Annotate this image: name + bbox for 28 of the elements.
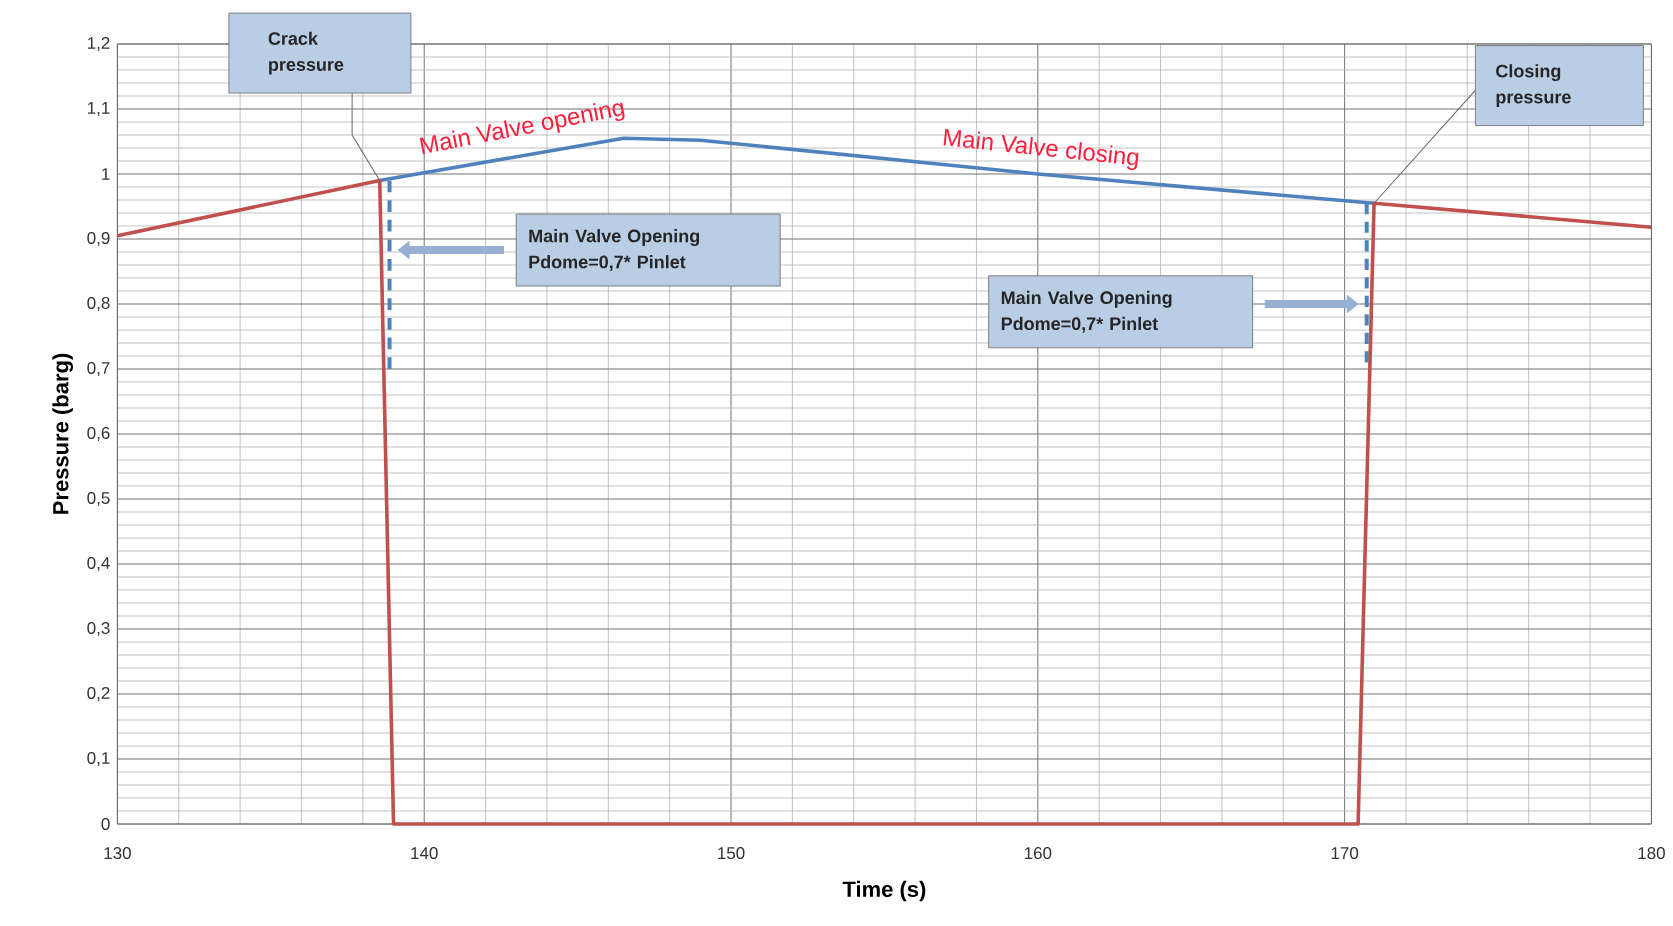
x-tick-label: 180 — [1638, 847, 1665, 860]
y-tick-label: 0,5 — [87, 491, 110, 507]
y-tick-label: 0,2 — [87, 686, 110, 702]
y-tick-label: 0,9 — [87, 231, 110, 247]
y-tick-label: 0,4 — [87, 556, 110, 572]
y-tick-label: 0,7 — [87, 361, 110, 377]
x-tick-label: 170 — [1331, 847, 1359, 860]
x-axis-title: Time (s) — [842, 880, 926, 902]
y-tick-label: 0,1 — [87, 751, 110, 767]
annotation: Crack pressure — [268, 31, 344, 75]
x-tick-label: 140 — [411, 847, 438, 860]
line-series — [115, 178, 1654, 826]
x-tick-label: 160 — [1024, 847, 1052, 860]
y-tick-label: 1,2 — [87, 36, 110, 51]
y-axis-title: Pressure (barg) — [52, 353, 73, 514]
annotation: Main Valve Opening Pdome=0,7* Pinlet — [529, 229, 700, 271]
x-tick-label: 130 — [104, 847, 131, 860]
annotation: Main Valve closing — [943, 128, 1139, 171]
y-tick-label: 0,6 — [87, 426, 110, 442]
y-tick-label: 1,1 — [87, 102, 110, 116]
x-tick-label: 150 — [718, 847, 745, 860]
y-tick-label: 0,3 — [87, 621, 110, 637]
annotation: Main Valve opening — [419, 102, 625, 155]
annotation: Closing pressure — [1496, 64, 1571, 107]
y-tick-label: 1 — [102, 168, 110, 180]
y-tick-label: 0 — [101, 818, 110, 831]
y-tick-label: 0,8 — [87, 296, 110, 312]
annotation: Main Valve Opening Pdome=0,7* Pinlet — [1001, 290, 1172, 333]
